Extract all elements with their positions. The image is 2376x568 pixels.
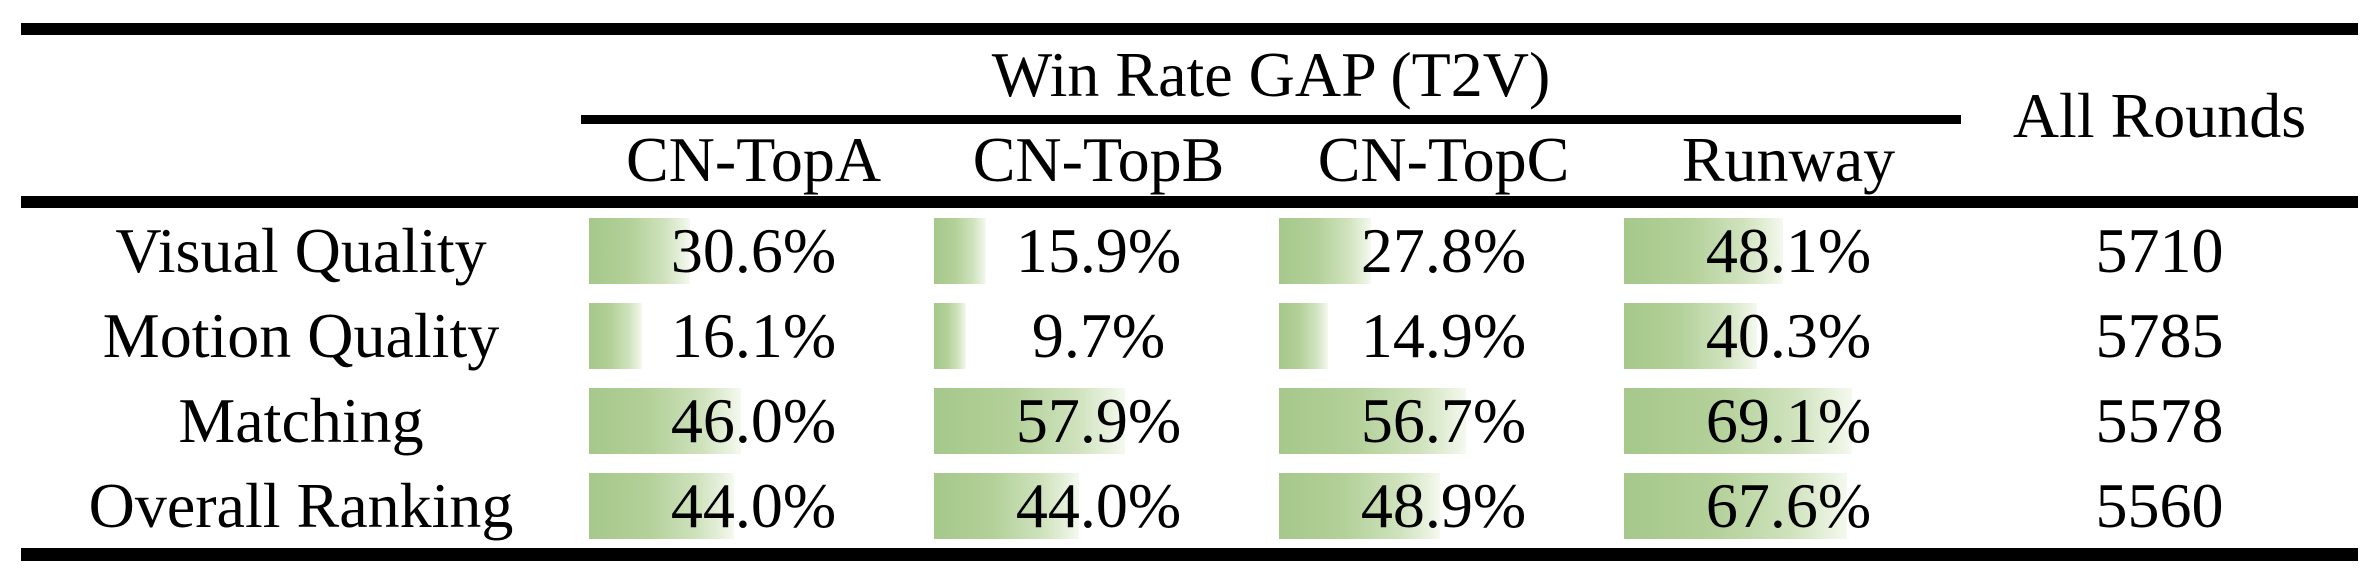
corner-cell xyxy=(21,35,581,196)
win-rate-bar xyxy=(589,217,690,284)
value-cell: 27.8% xyxy=(1271,208,1616,293)
win-rate-value: 14.9% xyxy=(1360,299,1527,371)
all-rounds-value: 5560 xyxy=(2095,469,2224,541)
all-rounds-value: 5710 xyxy=(2095,214,2224,286)
win-rate-value: 46.0% xyxy=(670,384,837,456)
win-rate-value: 30.6% xyxy=(670,214,837,286)
header-rule xyxy=(21,196,2358,208)
win-rate-bar xyxy=(1624,302,1757,369)
value-cell: 69.1% xyxy=(1616,378,1961,463)
win-rate-value: 56.7% xyxy=(1360,384,1527,456)
value-cell: 14.9% xyxy=(1271,293,1616,378)
win-rate-bar xyxy=(1279,302,1329,369)
win-rate-bar xyxy=(1279,217,1371,284)
win-rate-bar xyxy=(1624,217,1783,284)
value-cell: 16.1% xyxy=(581,293,926,378)
win-rate-value: 44.0% xyxy=(670,469,837,541)
value-cell: 57.9% xyxy=(926,378,1271,463)
win-rate-value: 16.1% xyxy=(670,299,837,371)
all-rounds-value: 5785 xyxy=(2095,299,2224,371)
value-cell: 48.1% xyxy=(1616,208,1961,293)
win-rate-bar xyxy=(589,302,643,369)
value-cell: 9.7% xyxy=(926,293,1271,378)
column-header-cn-topc: CN-TopC xyxy=(1317,124,1570,195)
value-cell: 67.6% xyxy=(1616,463,1961,548)
value-cell: 48.9% xyxy=(1271,463,1616,548)
row-label: Motion Quality xyxy=(102,299,500,371)
table-title: Win Rate GAP (T2V) xyxy=(581,35,1961,124)
win-rate-value: 48.9% xyxy=(1360,469,1527,541)
value-cell: 30.6% xyxy=(581,208,926,293)
column-header-cn-topb: CN-TopB xyxy=(972,124,1225,195)
win-rate-value: 40.3% xyxy=(1705,299,1872,371)
win-rate-bar xyxy=(934,302,966,369)
row-label: Matching xyxy=(178,384,424,456)
win-rate-table: Win Rate GAP (T2V) All Rounds CN-TopA CN… xyxy=(21,23,2358,561)
win-rate-bar xyxy=(1279,387,1467,454)
column-header-runway: Runway xyxy=(1681,124,1896,195)
column-header-cn-topa: CN-TopA xyxy=(625,124,882,195)
win-rate-bar xyxy=(1624,387,1853,454)
value-cell: 46.0% xyxy=(581,378,926,463)
win-rate-bar xyxy=(589,387,741,454)
win-rate-value: 15.9% xyxy=(1015,214,1182,286)
win-rate-value: 48.1% xyxy=(1705,214,1872,286)
win-rate-bar xyxy=(1279,472,1441,539)
win-rate-bar xyxy=(589,472,735,539)
win-rate-value: 57.9% xyxy=(1015,384,1182,456)
win-rate-bar xyxy=(934,387,1126,454)
win-rate-value: 44.0% xyxy=(1015,469,1182,541)
value-cell: 44.0% xyxy=(926,463,1271,548)
value-cell: 15.9% xyxy=(926,208,1271,293)
win-rate-value: 69.1% xyxy=(1705,384,1872,456)
value-cell: 56.7% xyxy=(1271,378,1616,463)
row-label: Visual Quality xyxy=(115,214,487,286)
all-rounds-header: All Rounds xyxy=(2012,79,2307,151)
value-cell: 44.0% xyxy=(581,463,926,548)
win-rate-value: 9.7% xyxy=(1031,299,1166,371)
win-rate-bar xyxy=(1624,472,1848,539)
win-rate-value: 27.8% xyxy=(1360,214,1527,286)
win-rate-value: 67.6% xyxy=(1705,469,1872,541)
win-rate-bar xyxy=(934,472,1080,539)
win-rate-bar xyxy=(934,217,987,284)
value-cell: 40.3% xyxy=(1616,293,1961,378)
row-label: Overall Ranking xyxy=(88,469,514,541)
all-rounds-value: 5578 xyxy=(2095,384,2224,456)
